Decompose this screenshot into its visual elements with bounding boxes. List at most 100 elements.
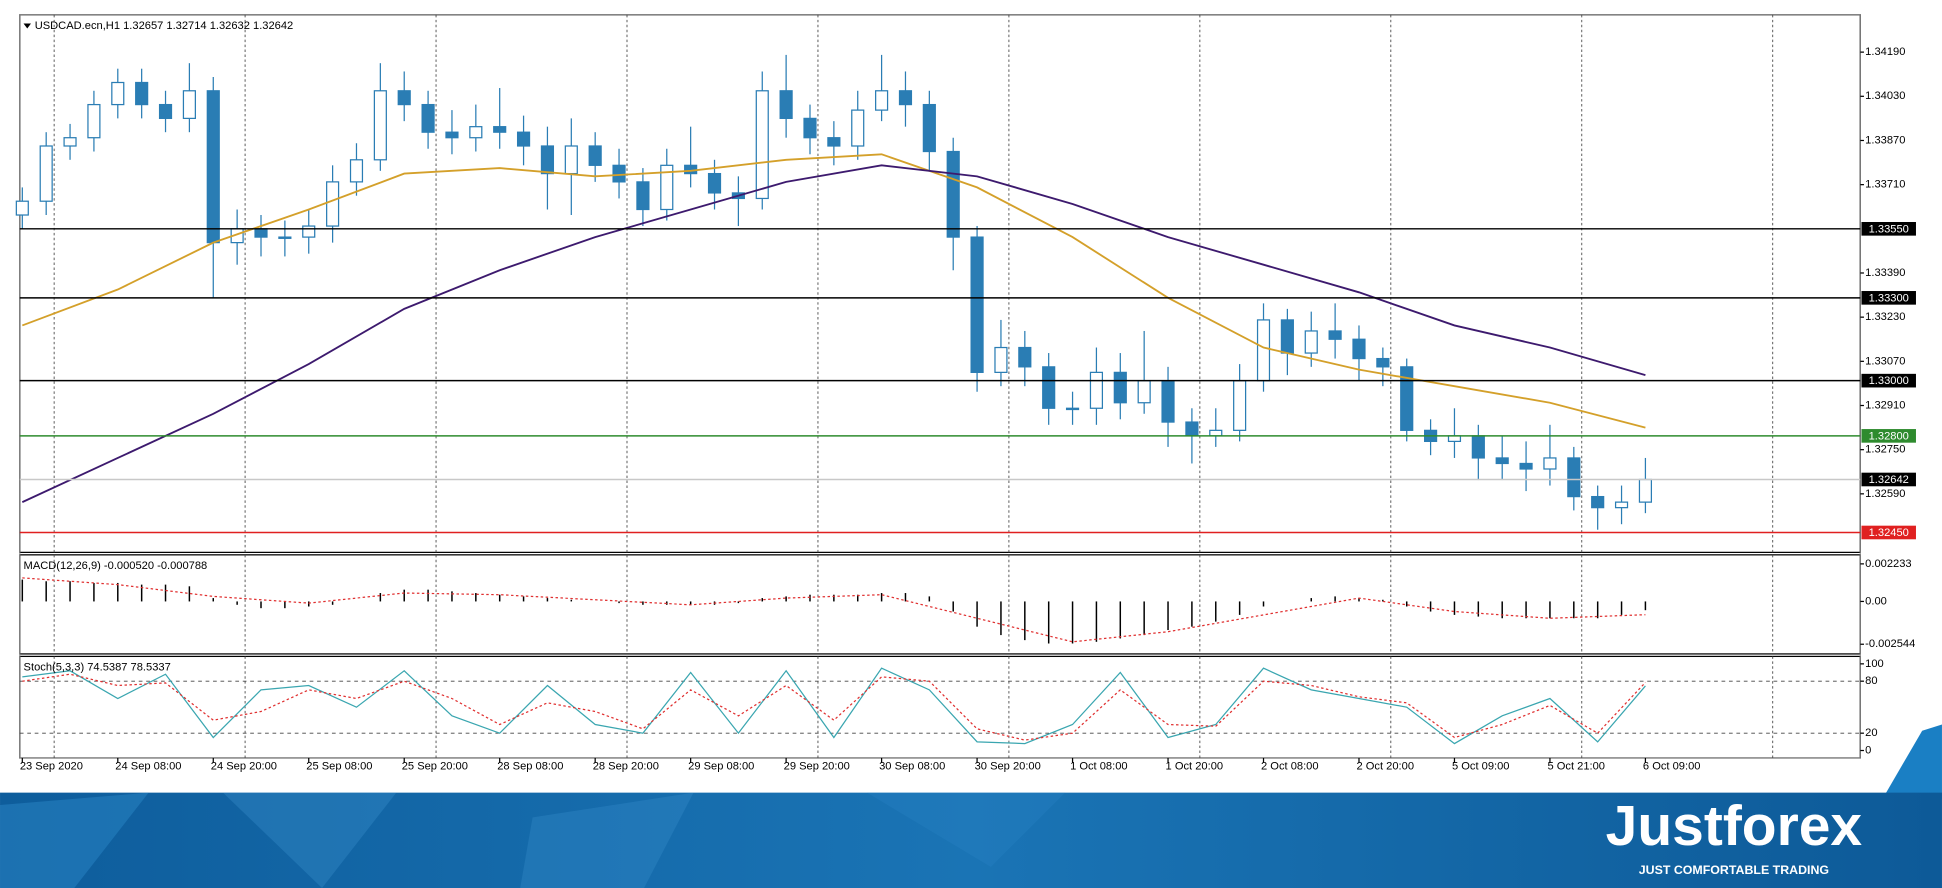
brand: Justforex [1606, 794, 1863, 858]
candle-body [1328, 330, 1342, 340]
candle-body [1137, 380, 1151, 404]
x-tick-label: 1 Oct 08:00 [1070, 761, 1128, 773]
decor [866, 792, 1066, 867]
x-tick-label: 29 Sep 08:00 [688, 761, 754, 773]
candle-body [445, 131, 459, 139]
candle-body [373, 90, 387, 161]
candle-body [1567, 457, 1581, 498]
moving-average [21, 153, 1646, 429]
level-label: 1.32450 [1869, 527, 1909, 539]
x-tick-label: 5 Oct 21:00 [1547, 761, 1605, 773]
candle-body [1304, 330, 1318, 354]
y-tick-label: 100 [1865, 658, 1884, 670]
candle-body [1471, 435, 1485, 459]
candle-body [1042, 366, 1056, 409]
decor [520, 792, 694, 888]
y-tick-label: 1.34190 [1865, 46, 1905, 58]
candle-body [254, 228, 268, 238]
candle-body [1161, 380, 1175, 423]
y-tick-label: 1.32910 [1865, 399, 1905, 411]
candle-body [182, 90, 196, 120]
candle-body [1543, 457, 1557, 470]
candle-body [851, 109, 865, 147]
y-tick-label: 1.33870 [1865, 134, 1905, 146]
candle-body [946, 150, 960, 238]
x-tick-label: 2 Oct 08:00 [1261, 761, 1319, 773]
candle-body [302, 225, 316, 238]
candle-body [39, 145, 53, 202]
candle-body [660, 164, 674, 211]
panel-title: USDCAD.ecn,H1 1.32657 1.32714 1.32632 1.… [35, 20, 294, 32]
candle-body [636, 181, 650, 211]
level-label: 1.33550 [1869, 223, 1909, 235]
candle-body [1614, 501, 1629, 509]
candle-body [1113, 371, 1127, 404]
level-box [1861, 429, 1916, 443]
x-tick-label: 6 Oct 09:00 [1643, 761, 1701, 773]
candle-body [1447, 435, 1462, 443]
x-tick-label: 23 Sep 2020 [20, 761, 83, 773]
candle-body [1209, 429, 1223, 437]
y-tick-label: 1.32590 [1865, 488, 1905, 500]
candle-body [540, 145, 555, 175]
candle-body [158, 103, 173, 120]
candle-body [1065, 407, 1080, 411]
x-tick-label: 24 Sep 20:00 [211, 761, 277, 773]
stoch-line [22, 673, 1646, 741]
x-tick-label: 1 Oct 20:00 [1166, 761, 1224, 773]
candle-body [1352, 338, 1366, 360]
candle-body [875, 90, 889, 111]
footer: Justforex JUST COMFORTABLE TRADING [0, 724, 1942, 888]
plot: 23 Sep 2020 24 Sep 08:00 24 Sep 20:00 25 Se… [15, 14, 1916, 773]
candle-body [206, 90, 220, 244]
signal-line [22, 577, 1646, 643]
level-box [1861, 373, 1916, 388]
level-box [1861, 291, 1916, 305]
candle-body [898, 90, 913, 106]
candle-body [1591, 495, 1605, 509]
level-label: 1.32642 [1869, 474, 1909, 486]
level-label: 1.33000 [1869, 375, 1909, 387]
candle-body [1400, 366, 1414, 431]
tagline: JUST COMFORTABLE TRADING [1639, 863, 1829, 877]
x-tick-label: 30 Sep 20:00 [975, 761, 1041, 773]
level-label: 1.32800 [1869, 430, 1909, 442]
candle-body [421, 103, 435, 133]
candle-body [469, 126, 483, 139]
candle-body [349, 159, 364, 183]
candle-body [970, 236, 984, 373]
y-tick-label: 1.33230 [1865, 311, 1905, 323]
candle-body [1256, 319, 1271, 382]
candle-body [612, 164, 626, 183]
y-tick-label: 1.33710 [1865, 179, 1905, 191]
x-tick-label: 25 Sep 08:00 [306, 761, 372, 773]
candle-body [493, 126, 507, 133]
y-tick-label: 1.34030 [1865, 90, 1905, 102]
x-tick-label: 2 Oct 20:00 [1357, 761, 1415, 773]
decor [222, 792, 397, 888]
candle-body [1185, 421, 1199, 437]
y-tick-label: 1.33390 [1865, 267, 1905, 279]
y-tick-label: 0.00 [1865, 595, 1887, 607]
candle-body [326, 181, 340, 227]
candle-body [397, 90, 411, 106]
candle-body [755, 90, 769, 200]
candle-body [516, 131, 531, 147]
banner [0, 792, 1942, 888]
y-tick-label: -0.002544 [1865, 638, 1915, 650]
x-tick-label: 30 Sep 08:00 [879, 761, 945, 773]
menu-arrow [23, 23, 31, 29]
level-label: 1.33300 [1869, 292, 1909, 304]
x-tick-label: 28 Sep 20:00 [593, 761, 659, 773]
x-tick-label: 25 Sep 20:00 [402, 761, 468, 773]
decor [0, 792, 149, 888]
y-tick-label: 1.33070 [1865, 355, 1905, 367]
candle-body [564, 145, 578, 175]
candle-body [1638, 478, 1653, 503]
candle-body [1280, 319, 1294, 354]
candle-body [1018, 346, 1032, 368]
panel-title: Stoch(5,3,3) 74.5387 78.5337 [24, 661, 171, 673]
panel-title: MACD(12,26,9) -0.000520 -0.000788 [24, 560, 208, 572]
level-box [1861, 222, 1916, 236]
